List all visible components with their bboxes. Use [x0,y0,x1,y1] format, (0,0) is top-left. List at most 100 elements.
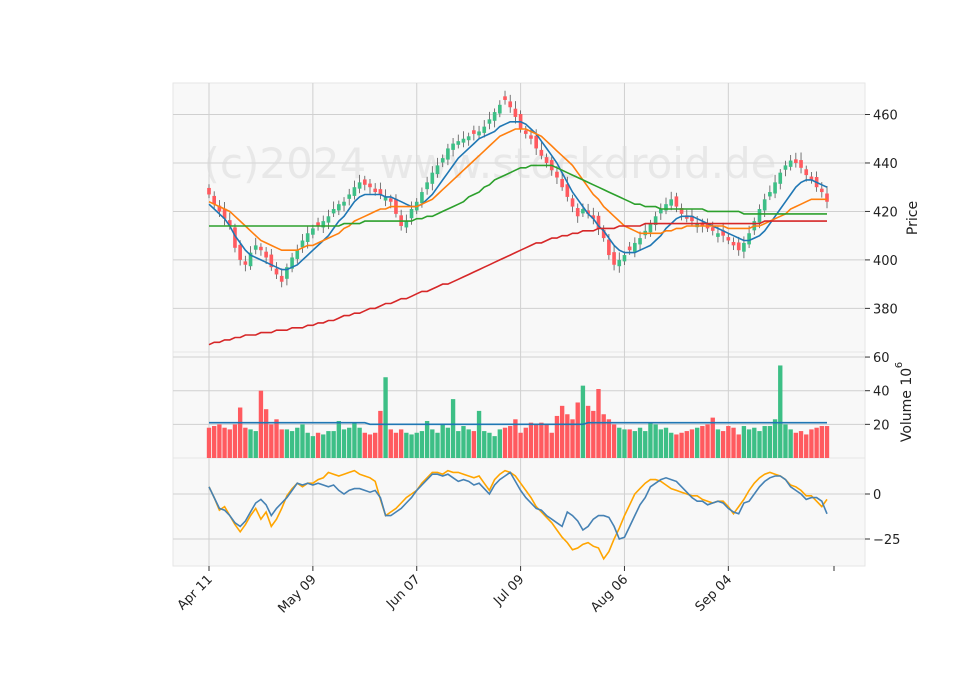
candle-body [285,267,289,279]
volume-bar [518,432,523,458]
volume-bar [471,431,477,458]
volume-bar [482,431,487,458]
volume-bar [388,429,393,458]
volume-bar [367,434,373,458]
candle-body [638,238,642,245]
candle-body [238,244,242,260]
candle-body [368,183,372,188]
volume-bar [746,429,752,458]
volume-bar [565,414,570,458]
volume-bar [450,399,456,458]
candle-body [451,143,455,150]
volume-bar [752,427,757,458]
candle-body [316,222,320,226]
candle-body [513,108,518,117]
volume-bar [778,365,783,458]
volume-bar [466,429,471,458]
volume-bar [217,424,222,458]
volume-bar [731,427,736,458]
candle-body [788,160,793,167]
volume-bar [798,431,804,458]
volume-bar [575,402,580,458]
volume-bar [528,422,534,458]
candle-body [425,182,429,190]
volume-bar [819,426,824,458]
candle-body [648,223,653,233]
volume-bar [772,419,778,458]
volume-bar [310,436,316,458]
oscillator-line-2 [208,469,828,561]
candle-body [555,171,559,178]
volume-bar [544,424,549,458]
candle-body [757,209,762,223]
candle-body [773,182,777,194]
candle-body [560,178,564,188]
candle-body [487,119,492,124]
x-tick-label: Aug 06 [588,572,631,615]
volume-bar [606,419,612,458]
volume-bar [398,429,404,458]
candle-body [508,101,513,108]
volume-bar [783,424,788,458]
volume-bar [206,427,212,458]
volume-bar [227,429,232,458]
volume-bar [222,427,227,458]
volume-bar [809,429,814,458]
volume-bar [710,417,715,458]
candle-body [622,255,627,262]
volume-y-tick-label: 40 [873,385,890,400]
osc-y-tick-label: −25 [873,533,900,548]
volume-bar [248,429,253,458]
volume-bar [559,405,565,458]
volume-bar [715,429,721,458]
volume-bar [679,432,684,458]
candle-body [378,189,383,195]
volume-bar [663,427,669,458]
volume-bar [378,410,383,458]
volume-bar [440,424,445,458]
candle-body [799,160,803,168]
oscillator-line-1 [208,471,828,541]
volume-bar [502,427,508,458]
candle-body [736,242,741,251]
volume-bar [788,429,793,458]
candle-body [596,215,601,229]
volume-bar [601,414,606,458]
osc-y-tick-label: 0 [873,488,881,503]
volume-bar [352,422,357,458]
volume-bar [362,432,367,458]
volume-bar [300,424,305,458]
candle-body [627,246,632,251]
volume-bar [326,431,331,458]
volume-bar [627,429,632,458]
candle-body [658,209,663,214]
candle-body [710,227,715,231]
volume-bar [341,429,347,458]
candle-body [716,233,720,237]
candle-body [477,131,481,136]
volume-bar [622,429,627,458]
volume-bar [253,431,258,458]
price-y-tick-label: 440 [873,157,898,172]
candle-body [581,209,585,214]
candle-body [768,192,772,197]
volume-bar [243,427,248,458]
candle-body [357,182,362,189]
candle-body [207,187,211,195]
candle-body [326,216,331,223]
candle-body [498,104,502,114]
x-tick-label: Jul 09 [490,572,527,609]
ma-mid-line [208,128,827,251]
volume-bar [409,434,414,458]
candle-body [544,157,549,163]
candle-body [825,193,829,202]
volume-bar [757,431,762,458]
volume-bar [523,427,528,458]
candle-body [337,204,341,211]
volume-bar [212,426,217,458]
candle-body [373,188,378,193]
volume-axis-label: Volume 10 [899,368,915,442]
volume-bar [762,426,767,458]
volume-bar [258,390,264,458]
